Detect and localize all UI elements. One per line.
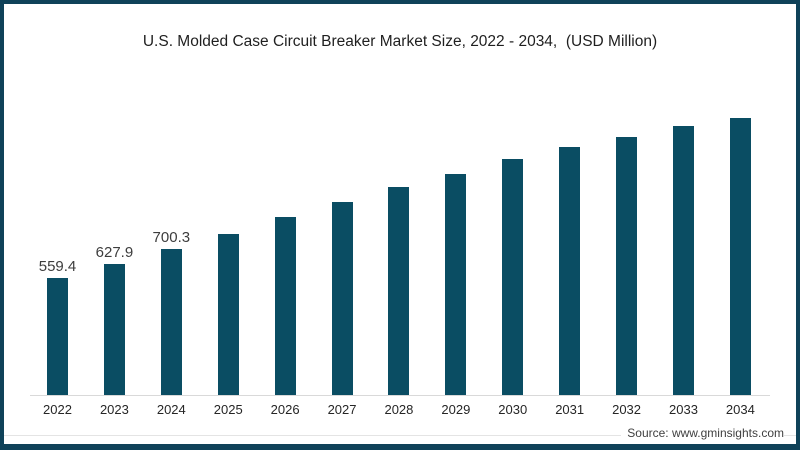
x-axis-tick-label: 2031 — [555, 402, 585, 417]
bars-container: 559.4 2022 627.9 2023 700.3 2024 2025 20… — [30, 99, 770, 417]
bar[interactable] — [103, 264, 125, 395]
x-axis-tick-label: 2027 — [327, 402, 357, 417]
bar[interactable] — [445, 173, 467, 395]
x-axis-tick-label: 2023 — [99, 402, 129, 417]
bar[interactable] — [331, 201, 353, 395]
bar-group: 2025 — [214, 99, 243, 417]
bar[interactable] — [160, 249, 182, 395]
x-axis-tick-label: 2024 — [156, 402, 186, 417]
bar[interactable] — [559, 147, 581, 395]
bar[interactable] — [672, 126, 694, 395]
bar-value-label: 700.3 — [152, 229, 191, 247]
bar-group: 2026 — [271, 99, 300, 417]
x-axis-tick-label: 2034 — [725, 402, 755, 417]
bar[interactable] — [47, 278, 68, 395]
bar-value-label: 627.9 — [95, 244, 134, 262]
bar[interactable] — [502, 159, 524, 395]
x-axis-tick-label: 2022 — [43, 402, 72, 417]
x-axis-tick-label: 2029 — [441, 402, 471, 417]
chart-title: U.S. Molded Case Circuit Breaker Market … — [142, 33, 658, 50]
bar[interactable] — [616, 136, 638, 395]
bar-group: 2028 — [384, 99, 413, 417]
source-credit: Source: www.gminsights.com — [621, 426, 784, 441]
bar[interactable] — [388, 186, 410, 395]
x-axis-tick-label: 2030 — [498, 402, 528, 417]
bar[interactable] — [729, 117, 751, 395]
bar-group: 2029 — [441, 99, 470, 417]
plot-area: 559.4 2022 627.9 2023 700.3 2024 2025 20… — [30, 99, 770, 417]
bar-group: 2034 — [726, 99, 755, 417]
bar-group: 2031 — [555, 99, 584, 417]
bar-group: 700.3 2024 — [153, 99, 191, 417]
x-axis-tick-label: 2032 — [612, 402, 642, 417]
x-axis-tick-label: 2033 — [669, 402, 698, 417]
bar[interactable] — [217, 233, 239, 395]
x-axis-tick-label: 2026 — [270, 402, 300, 417]
x-axis-tick-label: 2028 — [384, 402, 414, 417]
bar-value-label: 559.4 — [38, 258, 77, 276]
bar-group: 2033 — [669, 99, 698, 417]
bar-group: 559.4 2022 — [39, 99, 77, 417]
bar-group: 2027 — [328, 99, 356, 417]
bar-group: 627.9 2023 — [96, 99, 134, 417]
x-axis-tick-label: 2025 — [213, 402, 243, 417]
bar-group: 2030 — [498, 99, 527, 417]
bar[interactable] — [274, 216, 296, 395]
bar-group: 2032 — [612, 99, 641, 417]
footer-divider — [4, 435, 796, 436]
